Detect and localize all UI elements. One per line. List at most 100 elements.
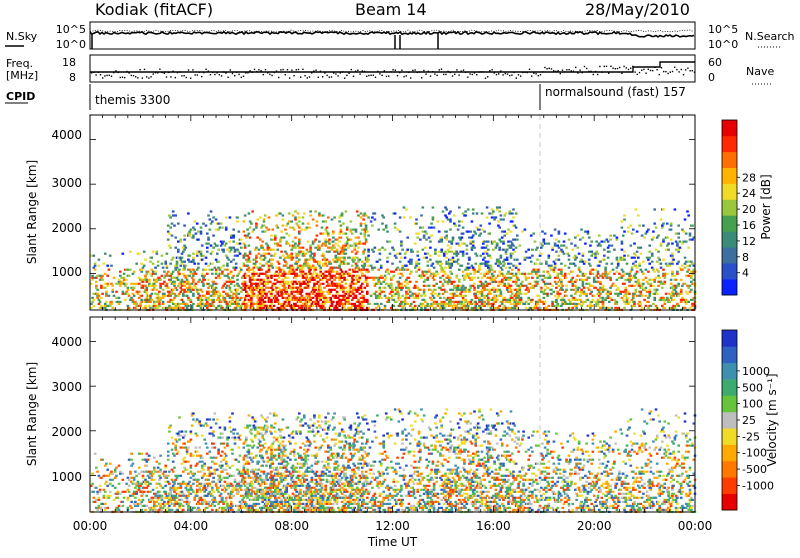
power-cell — [530, 235, 533, 237]
power-cell — [556, 291, 559, 293]
power-cell — [391, 291, 394, 293]
power-cell — [128, 275, 131, 277]
power-cell — [500, 295, 503, 297]
power-cell — [404, 301, 407, 303]
nave-point — [307, 77, 308, 78]
power-cell — [249, 279, 252, 281]
power-cell — [623, 301, 626, 303]
power-cell — [657, 275, 660, 277]
power-cell — [548, 305, 551, 307]
power-cell — [207, 279, 210, 281]
power-cell — [162, 297, 165, 299]
power-cell — [288, 271, 291, 273]
date-title: 28/May/2010 — [585, 0, 690, 19]
power-cell — [516, 291, 519, 293]
nave-point — [648, 69, 649, 70]
power-cell — [178, 273, 181, 275]
power-cell — [674, 275, 677, 277]
nave-point — [443, 74, 444, 75]
nave-point — [458, 74, 459, 75]
power-cell — [143, 251, 146, 253]
power-cell — [263, 289, 266, 291]
power-cell — [268, 291, 271, 293]
power-cell — [385, 277, 388, 279]
power-cell — [461, 287, 464, 289]
power-cell — [434, 307, 437, 309]
power-cell — [341, 253, 344, 255]
power-cell — [593, 281, 596, 283]
power-cell — [594, 269, 597, 271]
power-cell — [432, 218, 435, 220]
power-cell — [127, 293, 130, 295]
power-cell — [181, 263, 184, 265]
power-cell — [560, 273, 563, 275]
power-cell — [166, 273, 169, 275]
power-cell — [382, 281, 385, 283]
power-cell — [468, 277, 471, 279]
power-cell — [211, 220, 214, 222]
velocity-cell — [111, 485, 114, 487]
power-cell — [146, 291, 149, 293]
power-cell — [467, 275, 470, 277]
power-cell — [583, 291, 586, 293]
power-cell — [631, 285, 634, 287]
power-cell — [377, 305, 380, 307]
power-cell — [582, 301, 585, 303]
power-cell — [261, 293, 264, 295]
power-cell — [684, 218, 687, 220]
power-cell — [181, 253, 184, 255]
power-cell — [592, 269, 595, 271]
power-cell — [498, 249, 501, 251]
power-cell — [98, 295, 101, 297]
power-cell — [609, 271, 612, 273]
power-cell — [491, 243, 494, 245]
power-cell — [283, 285, 286, 287]
power-cell — [108, 269, 111, 271]
velocity-cell — [104, 483, 107, 485]
power-cell — [264, 273, 267, 275]
power-cell — [270, 277, 273, 279]
power-cell — [156, 253, 159, 255]
power-cell — [616, 267, 619, 269]
power-cell — [104, 287, 107, 289]
power-cell — [361, 303, 364, 305]
nave-point — [120, 77, 121, 78]
power-cell — [312, 289, 315, 291]
power-cell — [214, 291, 217, 293]
power-cell — [403, 305, 406, 307]
power-cell — [240, 291, 243, 293]
power-cell — [285, 241, 288, 243]
nave-point — [357, 70, 358, 71]
power-cell — [345, 245, 348, 247]
power-cell — [263, 281, 266, 283]
power-cell — [519, 301, 522, 303]
power-cell — [181, 279, 184, 281]
power-cell — [656, 269, 659, 271]
power-cell — [551, 247, 554, 249]
power-cell — [314, 277, 317, 279]
power-cell — [217, 223, 220, 225]
nave-point — [318, 77, 319, 78]
power-cell — [440, 263, 443, 265]
power-cell — [461, 301, 464, 303]
nave-point — [496, 74, 497, 75]
power-cell — [206, 273, 209, 275]
power-cell — [295, 273, 298, 275]
power-cell — [285, 263, 288, 265]
power-cell — [439, 277, 442, 279]
power-cell — [317, 303, 320, 305]
power-cell — [497, 225, 500, 227]
power-cell — [462, 297, 465, 299]
power-cell — [434, 251, 437, 253]
power-cell — [520, 299, 523, 301]
power-cell — [240, 287, 243, 289]
power-cell — [279, 307, 282, 309]
power-cell — [691, 263, 694, 265]
power-cell — [505, 253, 508, 255]
power-cell — [158, 305, 161, 307]
power-cell — [364, 287, 367, 289]
power-cell — [140, 263, 143, 265]
power-cell — [680, 293, 683, 295]
power-cell — [497, 220, 500, 222]
power-cell — [428, 305, 431, 307]
